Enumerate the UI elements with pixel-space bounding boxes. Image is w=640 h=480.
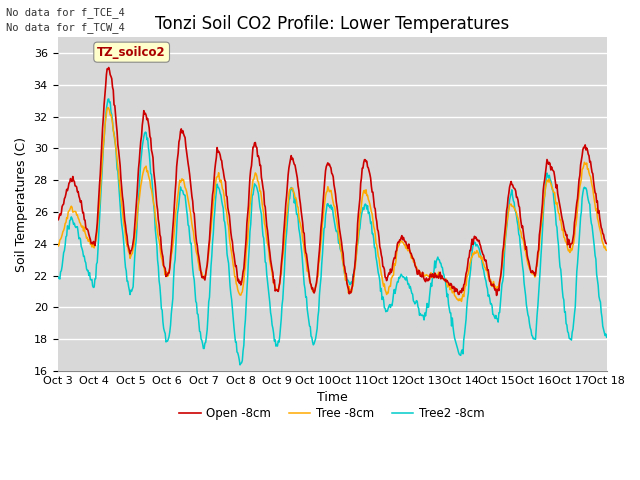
Text: No data for f_TCW_4: No data for f_TCW_4 <box>6 22 125 33</box>
Open -8cm <box>54 216 61 222</box>
Tree -8cm <box>603 247 611 253</box>
Tree -8cm <box>205 241 213 247</box>
X-axis label: Time: Time <box>317 391 348 404</box>
Tree -8cm <box>63 216 71 221</box>
Line: Tree2 -8cm: Tree2 -8cm <box>58 99 607 365</box>
Y-axis label: Soil Temperatures (C): Soil Temperatures (C) <box>15 136 28 272</box>
Tree -8cm <box>415 272 423 277</box>
Tree2 -8cm <box>205 294 213 300</box>
Tree -8cm <box>177 180 184 185</box>
Open -8cm <box>205 237 213 242</box>
Text: No data for f_TCE_4: No data for f_TCE_4 <box>6 7 125 18</box>
Line: Tree -8cm: Tree -8cm <box>58 108 607 301</box>
Tree -8cm <box>399 240 407 246</box>
Tree2 -8cm <box>603 334 611 340</box>
Open -8cm <box>399 235 407 240</box>
Tree2 -8cm <box>417 311 424 316</box>
Tree -8cm <box>104 105 112 110</box>
Tree2 -8cm <box>63 223 71 228</box>
Tree -8cm <box>54 240 61 246</box>
Legend: Open -8cm, Tree -8cm, Tree2 -8cm: Open -8cm, Tree -8cm, Tree2 -8cm <box>175 402 490 425</box>
Text: TZ_soilco2: TZ_soilco2 <box>97 46 166 59</box>
Tree2 -8cm <box>121 256 129 262</box>
Tree -8cm <box>458 299 465 304</box>
Tree2 -8cm <box>177 184 184 190</box>
Open -8cm <box>105 65 113 71</box>
Open -8cm <box>415 268 423 274</box>
Tree -8cm <box>121 225 129 231</box>
Tree2 -8cm <box>236 362 244 368</box>
Open -8cm <box>603 240 611 246</box>
Title: Tonzi Soil CO2 Profile: Lower Temperatures: Tonzi Soil CO2 Profile: Lower Temperatur… <box>155 15 509 33</box>
Open -8cm <box>177 129 184 134</box>
Tree2 -8cm <box>401 275 408 280</box>
Tree2 -8cm <box>105 96 113 102</box>
Open -8cm <box>121 217 129 223</box>
Tree2 -8cm <box>54 276 61 282</box>
Open -8cm <box>493 292 500 298</box>
Line: Open -8cm: Open -8cm <box>58 68 607 295</box>
Open -8cm <box>63 188 71 193</box>
